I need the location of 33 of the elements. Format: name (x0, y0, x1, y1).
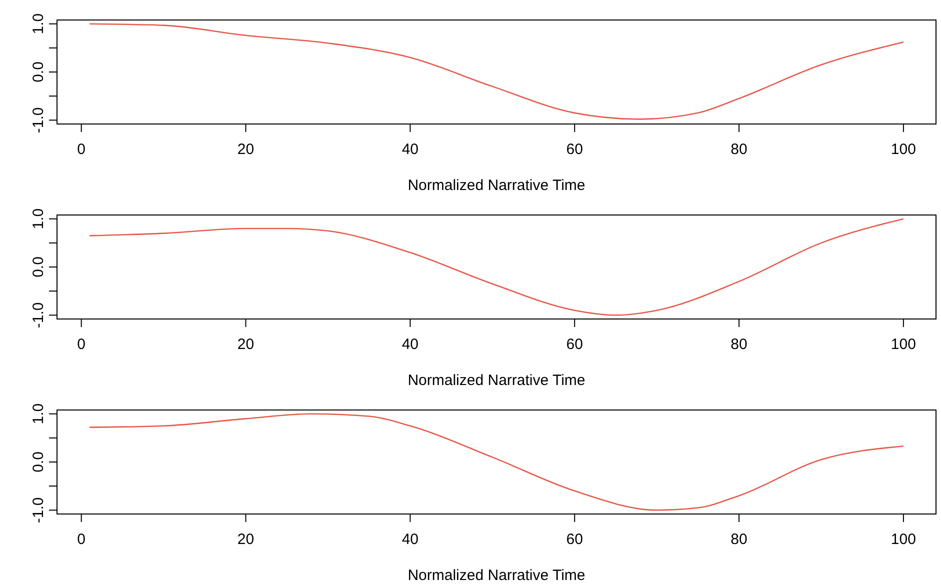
x-tick-label: 20 (237, 336, 254, 353)
x-axis-title: Normalized Narrative Time (408, 177, 586, 194)
y-tick-label: -1.0 (30, 302, 47, 328)
x-tick-label: 80 (730, 336, 748, 353)
x-tick-label: 0 (77, 531, 86, 548)
x-tick-label: 100 (890, 336, 916, 353)
x-tick-label: 80 (730, 531, 748, 548)
x-axis-title: Normalized Narrative Time (408, 372, 586, 389)
y-tick-label: 1.0 (30, 208, 47, 230)
line-series (88, 413, 904, 511)
y-tick-label: 0.0 (30, 256, 47, 278)
line-series (88, 218, 904, 316)
y-tick-label: -1.0 (30, 107, 47, 134)
x-axis-title: Normalized Narrative Time (408, 567, 586, 584)
line-series (88, 23, 904, 120)
x-tick-label: 20 (237, 141, 254, 158)
x-tick-label: 40 (402, 531, 419, 548)
x-tick-label: 0 (77, 141, 86, 158)
x-tick-label: 40 (402, 141, 419, 158)
x-tick-label: 60 (566, 531, 583, 548)
y-tick-label: 1.0 (30, 403, 47, 424)
x-tick-label: 20 (237, 531, 254, 548)
x-tick-label: 100 (890, 531, 916, 548)
x-tick-label: 100 (890, 141, 916, 158)
y-tick-label: 0.0 (30, 452, 47, 472)
y-tick-label: -1.0 (30, 497, 47, 524)
x-tick-label: 40 (402, 336, 419, 353)
x-tick-label: 60 (566, 141, 583, 158)
y-tick-label: 0.0 (30, 62, 47, 82)
x-tick-label: 80 (730, 141, 748, 158)
y-tick-label: 1.0 (30, 13, 47, 34)
x-tick-label: 60 (566, 336, 583, 353)
x-tick-label: 0 (77, 336, 86, 353)
